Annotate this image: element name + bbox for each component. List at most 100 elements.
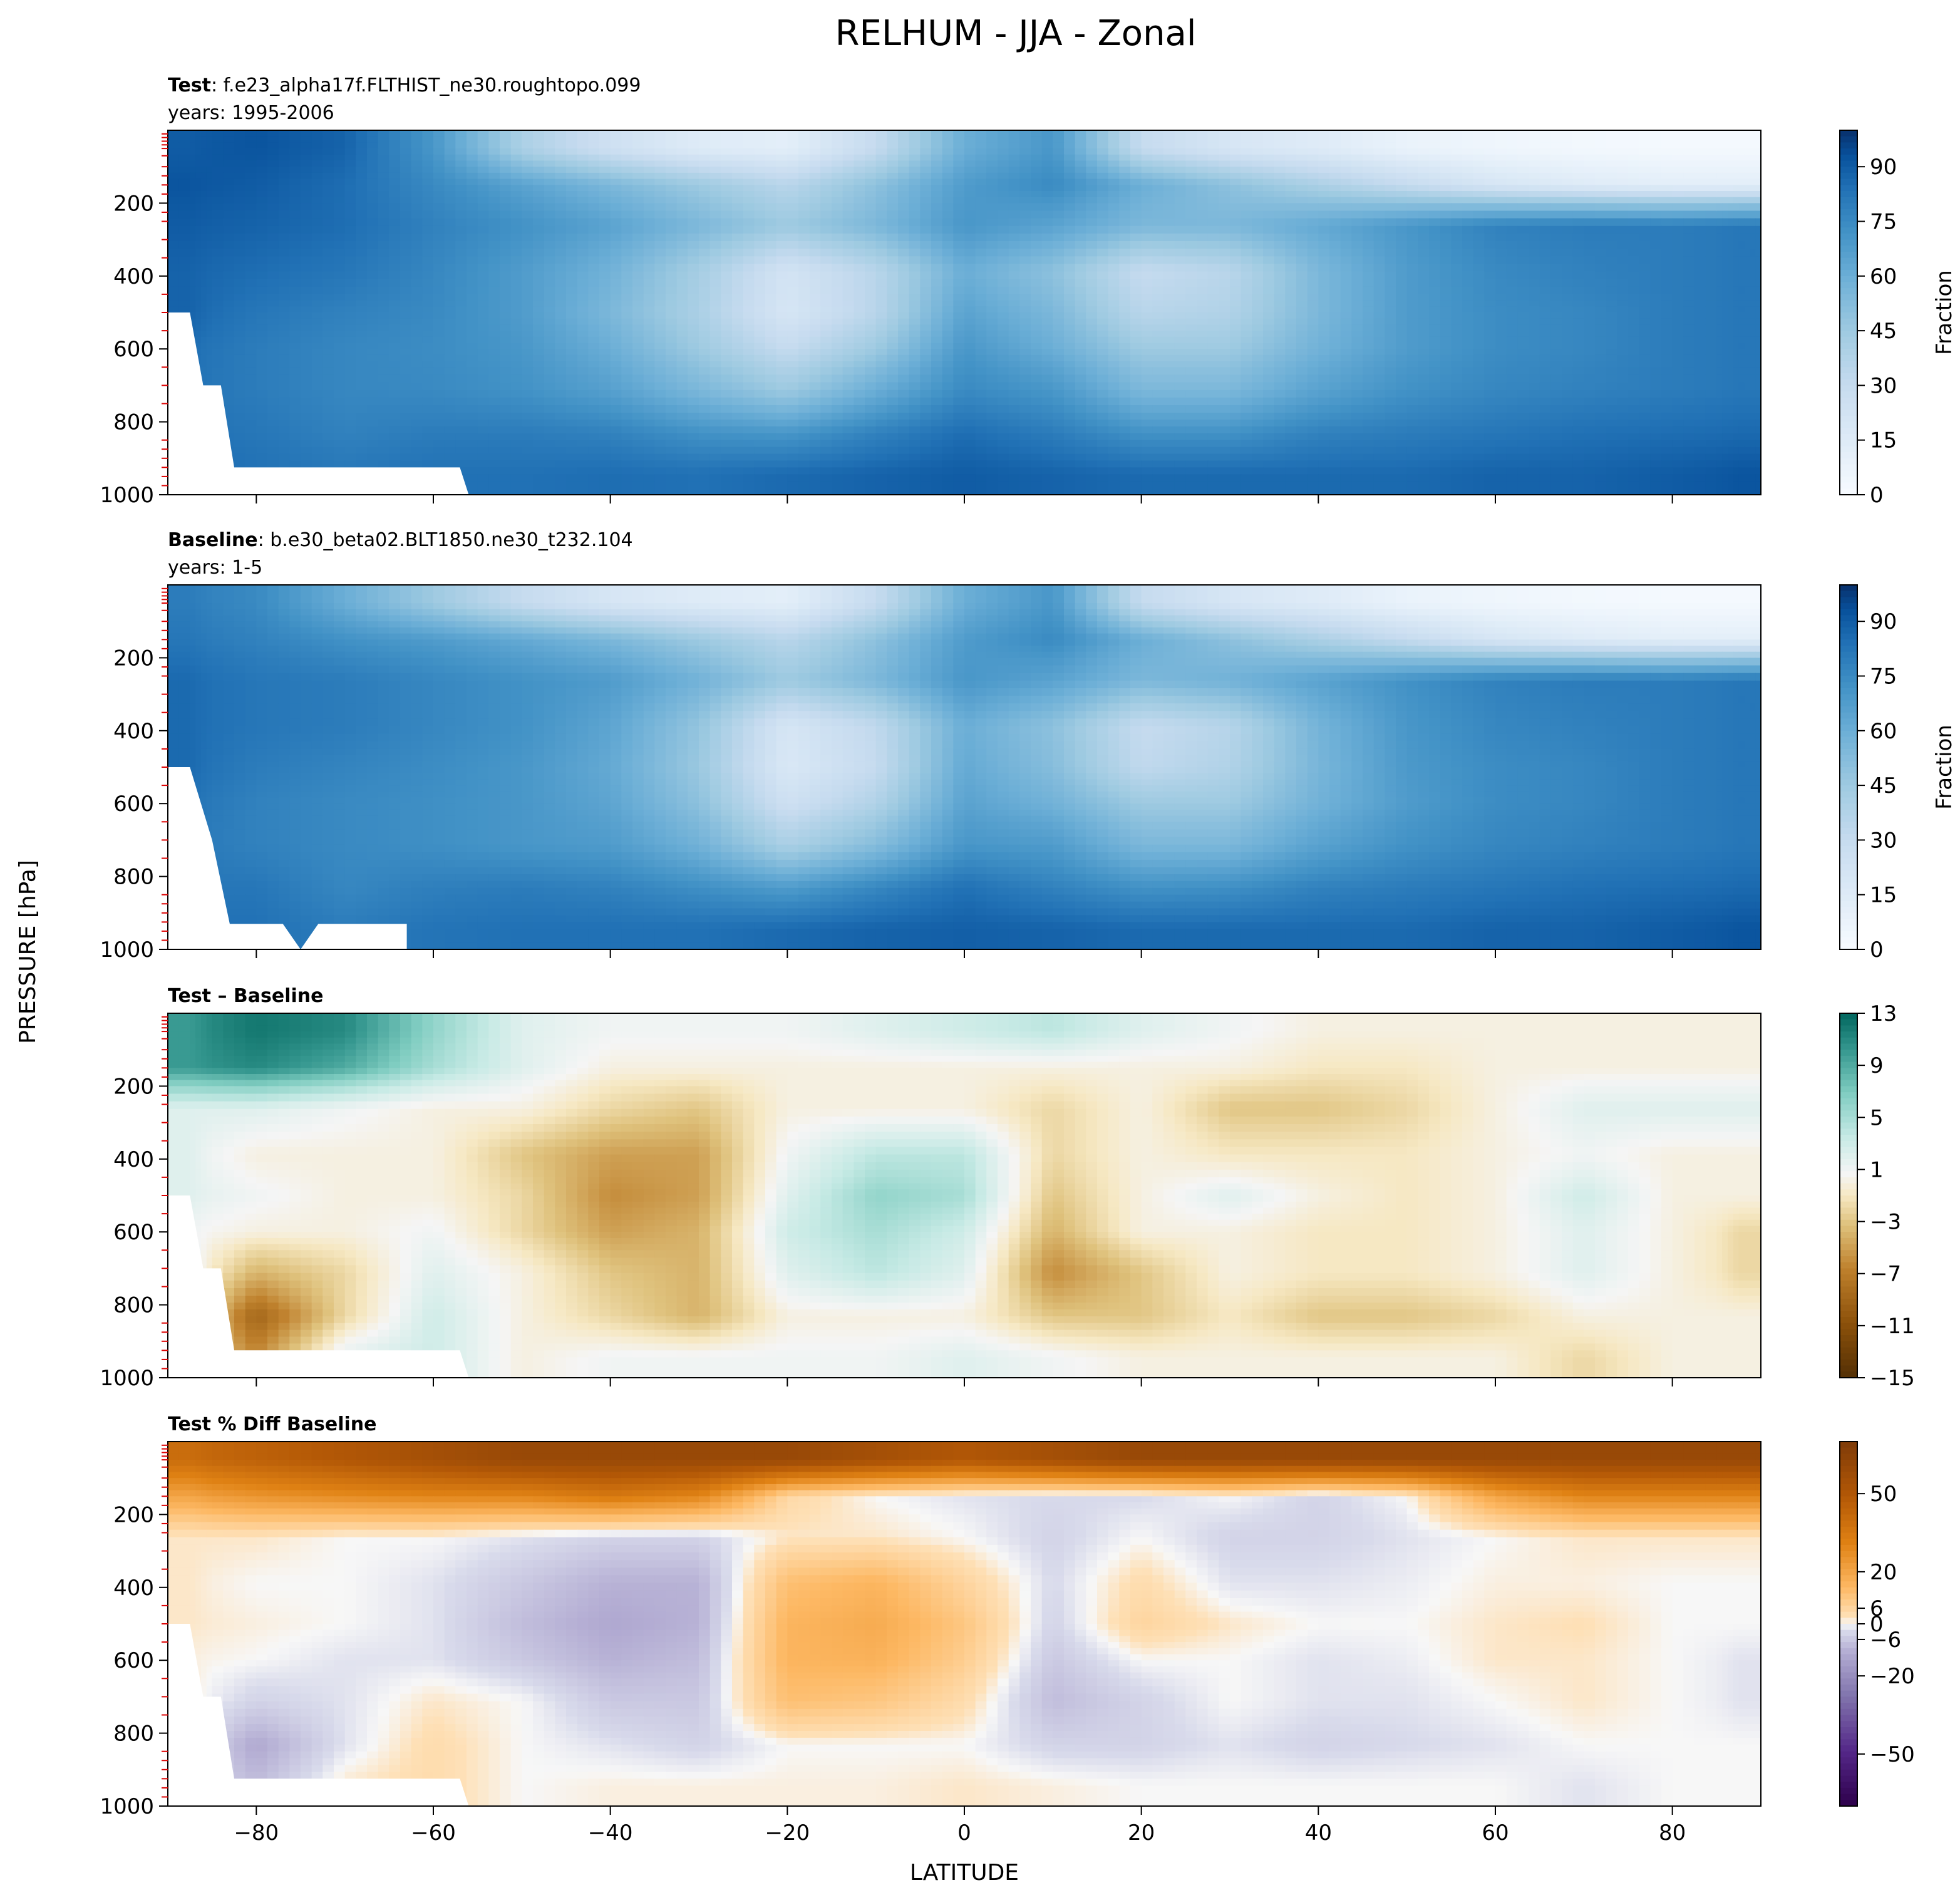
heatmap-cell <box>1152 300 1164 307</box>
heatmap-cell <box>1307 210 1319 219</box>
heatmap-cell <box>1230 178 1242 186</box>
heatmap-cell <box>1451 203 1463 212</box>
heatmap-cell <box>433 210 445 219</box>
heatmap-cell <box>223 241 235 249</box>
heatmap-cell <box>1650 191 1662 198</box>
heatmap-cell <box>1230 249 1242 257</box>
heatmap-cell <box>1252 172 1264 180</box>
heatmap-cell <box>887 354 899 362</box>
heatmap-cell <box>1174 203 1187 212</box>
heatmap-cell <box>898 197 910 204</box>
heatmap-cell <box>1722 241 1728 249</box>
heatmap-cell <box>223 279 235 287</box>
heatmap-cell <box>1733 148 1740 155</box>
heatmap-cell <box>500 203 512 212</box>
heatmap-cell <box>643 178 656 186</box>
heatmap-cell <box>676 324 689 331</box>
heatmap-cell <box>1041 264 1054 272</box>
heatmap-cell <box>787 271 799 280</box>
heatmap-cell <box>212 218 224 227</box>
heatmap-cell <box>1152 172 1164 180</box>
heatmap-cell <box>356 249 368 257</box>
heatmap-cell <box>975 130 988 137</box>
heatmap-cell <box>245 130 257 137</box>
heatmap-cell <box>1462 203 1474 212</box>
heatmap-cell <box>234 312 246 319</box>
heatmap-cell <box>1163 167 1175 173</box>
heatmap-cell <box>1086 318 1098 326</box>
heatmap-cell <box>190 136 196 143</box>
heatmap-cell <box>1484 218 1496 227</box>
heatmap-cell <box>544 324 556 331</box>
heatmap-cell <box>1595 130 1607 137</box>
heatmap-cell <box>1517 233 1529 242</box>
heatmap-cell <box>566 324 578 331</box>
heatmap-cell <box>1207 233 1220 242</box>
heatmap-cell <box>1733 306 1740 313</box>
heatmap-cell <box>865 142 877 149</box>
heatmap-cell <box>676 318 689 326</box>
heatmap-cell <box>301 354 312 362</box>
heatmap-cell <box>842 306 855 313</box>
heatmap-cell <box>1351 136 1363 143</box>
heatmap-cell <box>865 167 877 173</box>
heatmap-cell <box>787 306 799 313</box>
heatmap-cell <box>1584 210 1596 219</box>
heatmap-cell <box>467 148 478 155</box>
heatmap-cell <box>709 249 722 257</box>
heatmap-cell <box>184 279 191 287</box>
heatmap-cell <box>1750 172 1756 180</box>
heatmap-cell <box>931 218 943 227</box>
heatmap-cell <box>1650 178 1662 186</box>
heatmap-cell <box>1097 312 1109 319</box>
heatmap-cell <box>577 130 589 137</box>
heatmap-cell <box>1744 203 1751 212</box>
heatmap-cell <box>743 336 755 344</box>
heatmap-cell <box>1755 130 1761 137</box>
heatmap-cell <box>522 354 534 362</box>
heatmap-cell <box>1506 318 1519 326</box>
heatmap-cell <box>467 324 478 331</box>
heatmap-cell <box>467 256 478 265</box>
heatmap-cell <box>223 249 235 257</box>
heatmap-cell <box>1230 271 1242 280</box>
heatmap-cell <box>898 142 910 149</box>
heatmap-cell <box>887 306 899 313</box>
heatmap-cell <box>500 361 512 368</box>
heatmap-cell <box>898 185 910 192</box>
heatmap-cell <box>709 185 722 192</box>
heatmap-cell <box>842 225 855 234</box>
heatmap-cell <box>267 142 279 149</box>
heatmap-cell <box>787 130 799 137</box>
heatmap-cell <box>765 354 777 362</box>
heatmap-cell <box>1484 324 1496 331</box>
heatmap-cell <box>1041 185 1054 192</box>
heatmap-cell <box>632 241 644 249</box>
heatmap-cell <box>206 136 213 143</box>
heatmap-cell <box>887 256 899 265</box>
heatmap-cell <box>206 361 213 368</box>
heatmap-cell <box>1252 154 1264 162</box>
heatmap-cell <box>1373 312 1386 319</box>
heatmap-cell <box>1529 154 1540 162</box>
heatmap-cell <box>1318 178 1330 186</box>
heatmap-cell <box>356 136 368 143</box>
heatmap-cell <box>1716 233 1723 242</box>
heatmap-cell <box>865 172 877 180</box>
heatmap-cell <box>223 312 235 319</box>
heatmap-cell <box>1119 233 1131 242</box>
heatmap-cell <box>787 197 799 204</box>
heatmap-cell <box>1628 279 1640 287</box>
heatmap-cell <box>1041 249 1054 257</box>
heatmap-cell <box>1396 324 1408 331</box>
heatmap-cell <box>1755 178 1761 186</box>
heatmap-cell <box>1606 210 1618 219</box>
heatmap-cell <box>621 233 633 242</box>
heatmap-cell <box>898 343 910 349</box>
heatmap-cell <box>1285 218 1297 227</box>
heatmap-cell <box>1230 148 1242 155</box>
heatmap-cell <box>334 191 346 198</box>
heatmap-cell <box>1584 271 1596 280</box>
heatmap-cell <box>986 191 998 198</box>
heatmap-cell <box>1705 264 1718 272</box>
